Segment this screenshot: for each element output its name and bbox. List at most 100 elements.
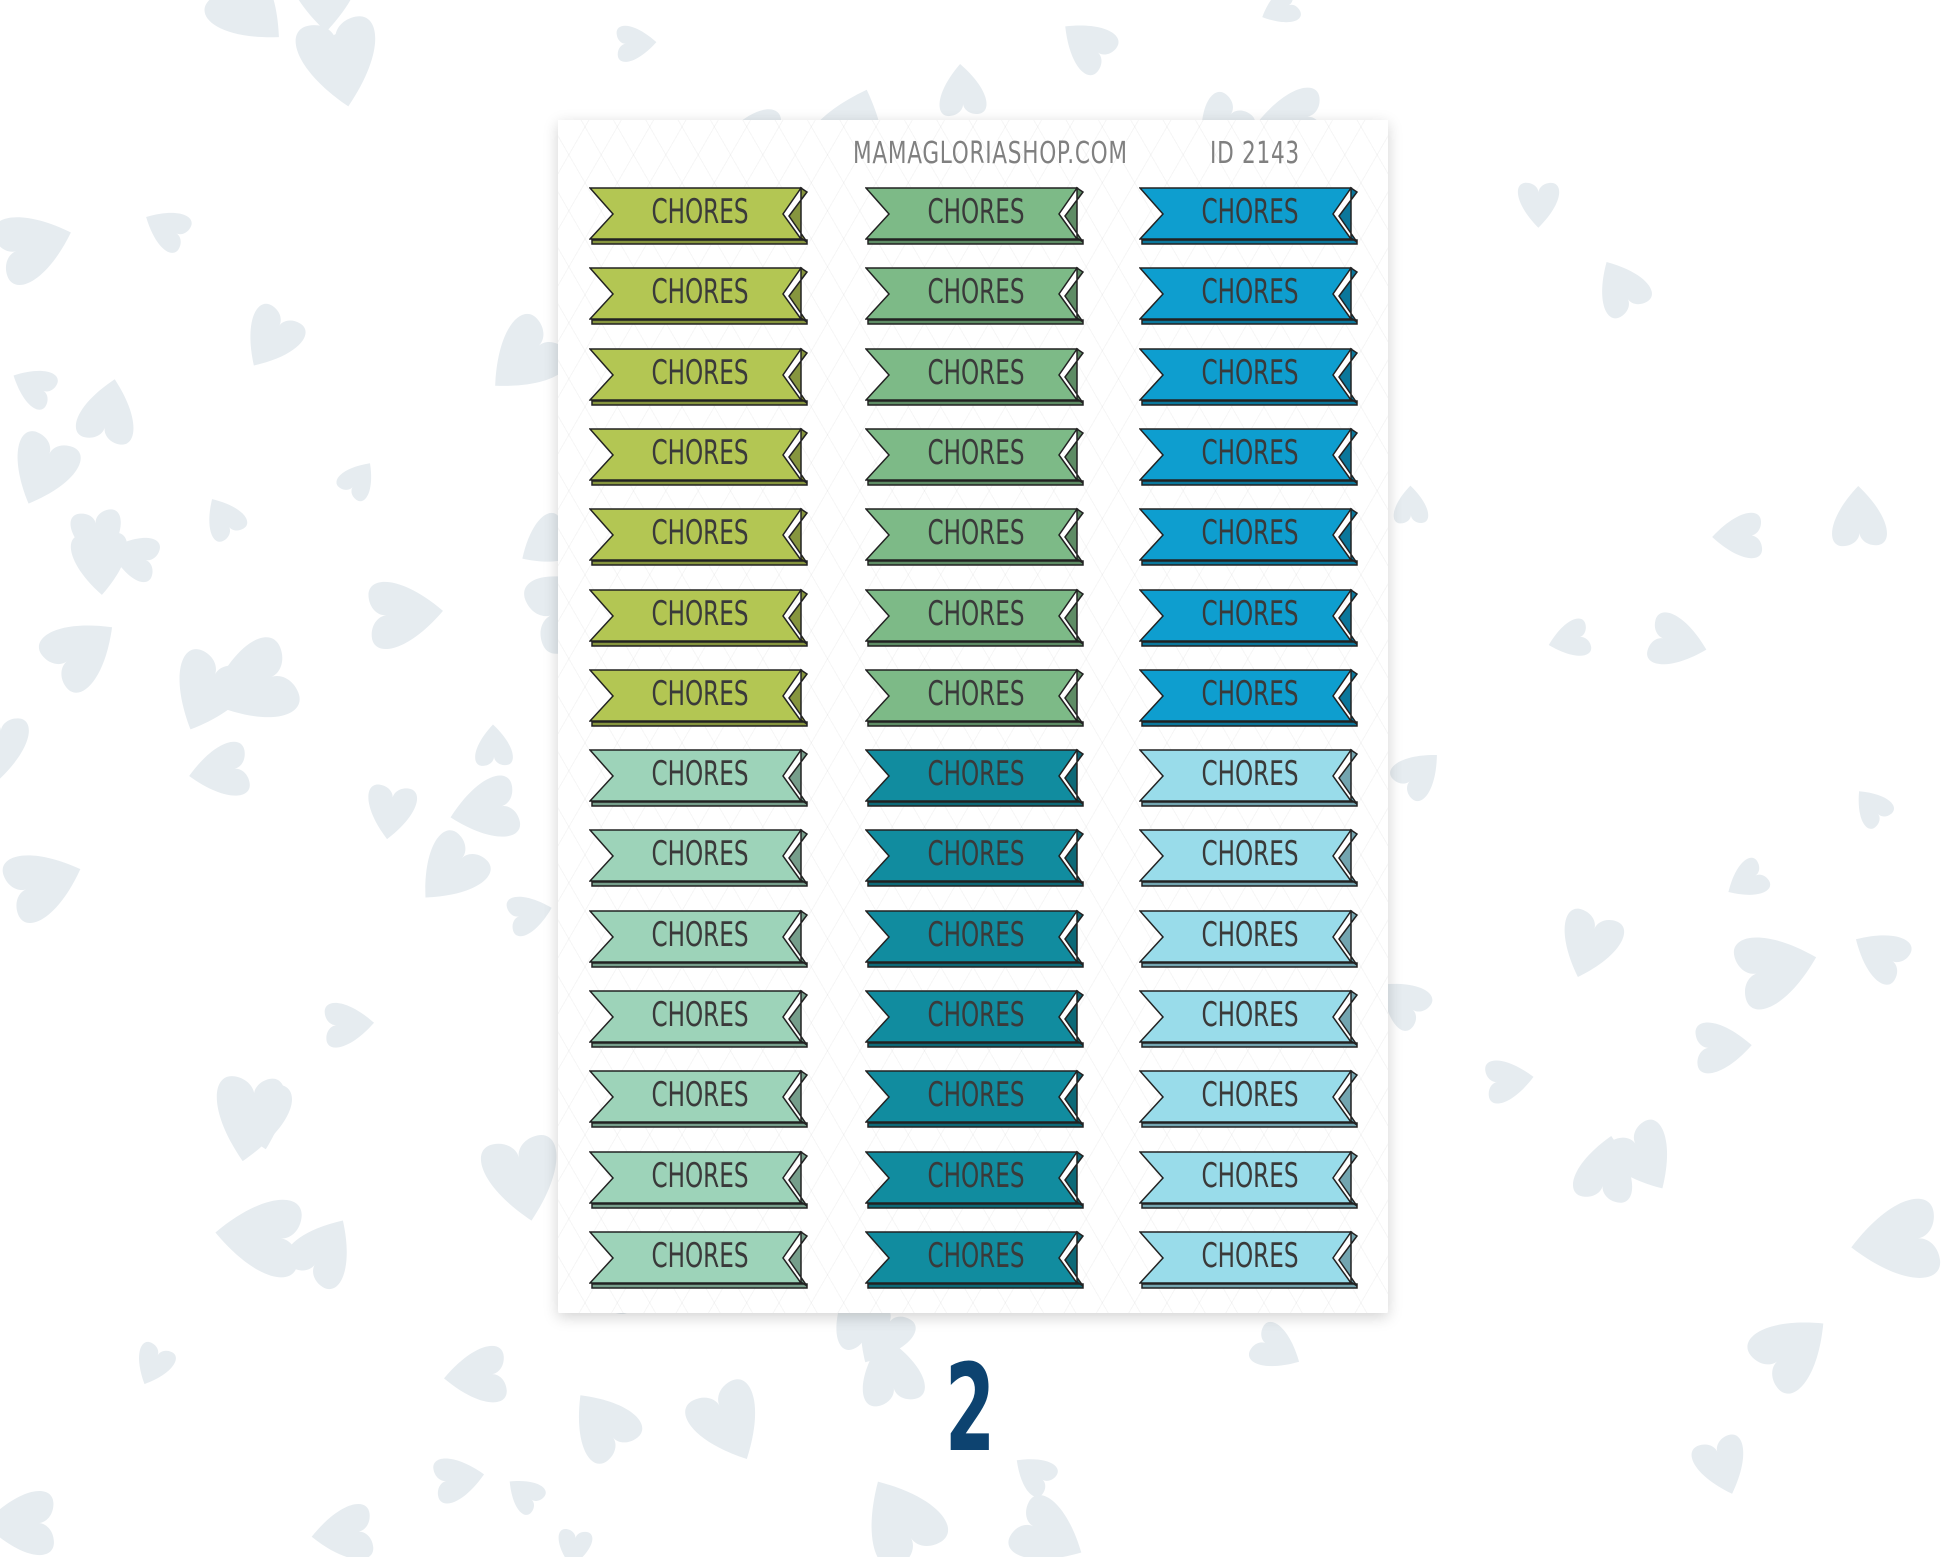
banner-label: CHORES — [651, 352, 749, 393]
banner-label: CHORES — [927, 513, 1025, 554]
heart-icon — [685, 1379, 755, 1459]
heart-icon — [480, 1135, 557, 1221]
heart-icon — [368, 581, 443, 650]
heart-icon — [1517, 182, 1560, 228]
banner-label: CHORES — [927, 192, 1025, 232]
heart-icon — [295, 16, 376, 107]
banner-label: CHORES — [927, 754, 1025, 795]
heart-icon — [38, 625, 113, 693]
heart-icon — [1548, 618, 1592, 656]
chores-banner-sticker: CHORES — [589, 266, 811, 326]
banner-label: CHORES — [1201, 914, 1299, 955]
heart-icon — [285, 1220, 347, 1289]
banner-label: CHORES — [927, 673, 1025, 714]
heart-icon — [1065, 25, 1119, 76]
banner-label: CHORES — [927, 1235, 1025, 1276]
heart-icon — [17, 431, 81, 504]
heart-icon — [1733, 937, 1817, 1010]
chores-banner-sticker: CHORES — [589, 668, 811, 728]
chores-banner-sticker: CHORES — [589, 507, 811, 567]
heart-icon — [139, 1341, 176, 1385]
banner-label: CHORES — [651, 593, 749, 634]
banner-label: CHORES — [651, 1235, 749, 1276]
banner-label: CHORES — [927, 593, 1025, 634]
heart-icon — [368, 784, 418, 840]
heart-icon — [189, 741, 250, 796]
chores-banner-sticker: CHORES — [589, 1069, 811, 1129]
chores-banner-sticker: CHORES — [1139, 1230, 1361, 1290]
chores-banner-sticker: CHORES — [865, 347, 1087, 407]
banner-label: CHORES — [1201, 593, 1299, 634]
chores-banner-sticker: CHORES — [865, 588, 1087, 648]
heart-icon — [1393, 485, 1429, 524]
banner-label: CHORES — [1201, 834, 1299, 875]
banner-label: CHORES — [651, 673, 749, 714]
banner-label: CHORES — [651, 995, 749, 1035]
chores-banner-sticker: CHORES — [589, 186, 811, 246]
heart-icon — [1602, 261, 1652, 319]
heart-icon — [579, 1395, 643, 1464]
chores-banner-sticker: CHORES — [865, 266, 1087, 326]
heart-icon — [0, 1491, 54, 1555]
chores-banner-sticker: CHORES — [1139, 748, 1361, 808]
heart-icon — [450, 775, 521, 837]
heart-icon — [1606, 1119, 1668, 1189]
heart-icon — [1248, 1322, 1300, 1367]
banner-label: CHORES — [1201, 432, 1299, 473]
heart-icon — [286, 0, 362, 32]
heart-icon — [1691, 1434, 1744, 1494]
chores-banner-sticker: CHORES — [865, 1150, 1087, 1210]
heart-icon — [871, 1481, 949, 1557]
heart-icon — [509, 1481, 546, 1515]
banner-label: CHORES — [927, 914, 1025, 955]
chores-banner-sticker: CHORES — [865, 989, 1087, 1049]
heart-icon — [1747, 1322, 1824, 1394]
heart-icon — [939, 64, 987, 117]
chores-banner-sticker: CHORES — [589, 1150, 811, 1210]
banner-label: CHORES — [651, 513, 749, 554]
chores-banner-sticker: CHORES — [589, 748, 811, 808]
heart-icon — [1851, 1198, 1940, 1278]
heart-icon — [0, 217, 71, 285]
banner-label: CHORES — [651, 914, 749, 955]
heart-icon — [311, 1504, 374, 1557]
banner-label: CHORES — [651, 272, 749, 313]
chores-banner-sticker: CHORES — [1139, 266, 1361, 326]
chores-banner-sticker: CHORES — [589, 347, 811, 407]
banner-label: CHORES — [927, 432, 1025, 473]
chores-banner-sticker: CHORES — [1139, 989, 1361, 1049]
banner-label: CHORES — [927, 1155, 1025, 1196]
banner-label: CHORES — [651, 1075, 749, 1116]
chores-banner-sticker: CHORES — [1139, 588, 1361, 648]
chores-banner-sticker: CHORES — [1139, 347, 1361, 407]
heart-icon — [558, 1529, 593, 1557]
heart-icon — [1855, 935, 1912, 985]
chores-banner-sticker: CHORES — [589, 588, 811, 648]
chores-banner-sticker: CHORES — [589, 909, 811, 969]
banner-label: CHORES — [1201, 754, 1299, 795]
heart-icon — [209, 499, 248, 542]
chores-banner-sticker: CHORES — [589, 427, 811, 487]
chores-banner-sticker: CHORES — [1139, 1150, 1361, 1210]
heart-icon — [13, 370, 58, 410]
heart-icon — [861, 1300, 916, 1363]
heart-icon — [495, 313, 570, 386]
heart-icon — [1390, 754, 1437, 802]
heart-icon — [1712, 512, 1763, 559]
banner-label: CHORES — [1201, 995, 1299, 1035]
chores-banner-sticker: CHORES — [865, 748, 1087, 808]
heart-icon — [146, 212, 192, 253]
banner-label: CHORES — [927, 1075, 1025, 1116]
heart-icon — [0, 717, 29, 779]
shop-name: MAMAGLORIASHOP.COM — [853, 136, 1128, 171]
banner-label: CHORES — [927, 352, 1025, 393]
heart-icon — [2, 855, 81, 923]
heart-icon — [616, 25, 657, 62]
chores-banner-sticker: CHORES — [1139, 186, 1361, 246]
sticker-sheet: MAMAGLORIASHOP.COM ID 2143 CHORES CHORES… — [558, 120, 1388, 1313]
heart-icon — [223, 1078, 286, 1150]
chores-banner-sticker: CHORES — [865, 186, 1087, 246]
banner-label: CHORES — [1201, 1155, 1299, 1196]
chores-banner-sticker: CHORES — [589, 989, 811, 1049]
chores-banner-sticker: CHORES — [865, 828, 1087, 888]
